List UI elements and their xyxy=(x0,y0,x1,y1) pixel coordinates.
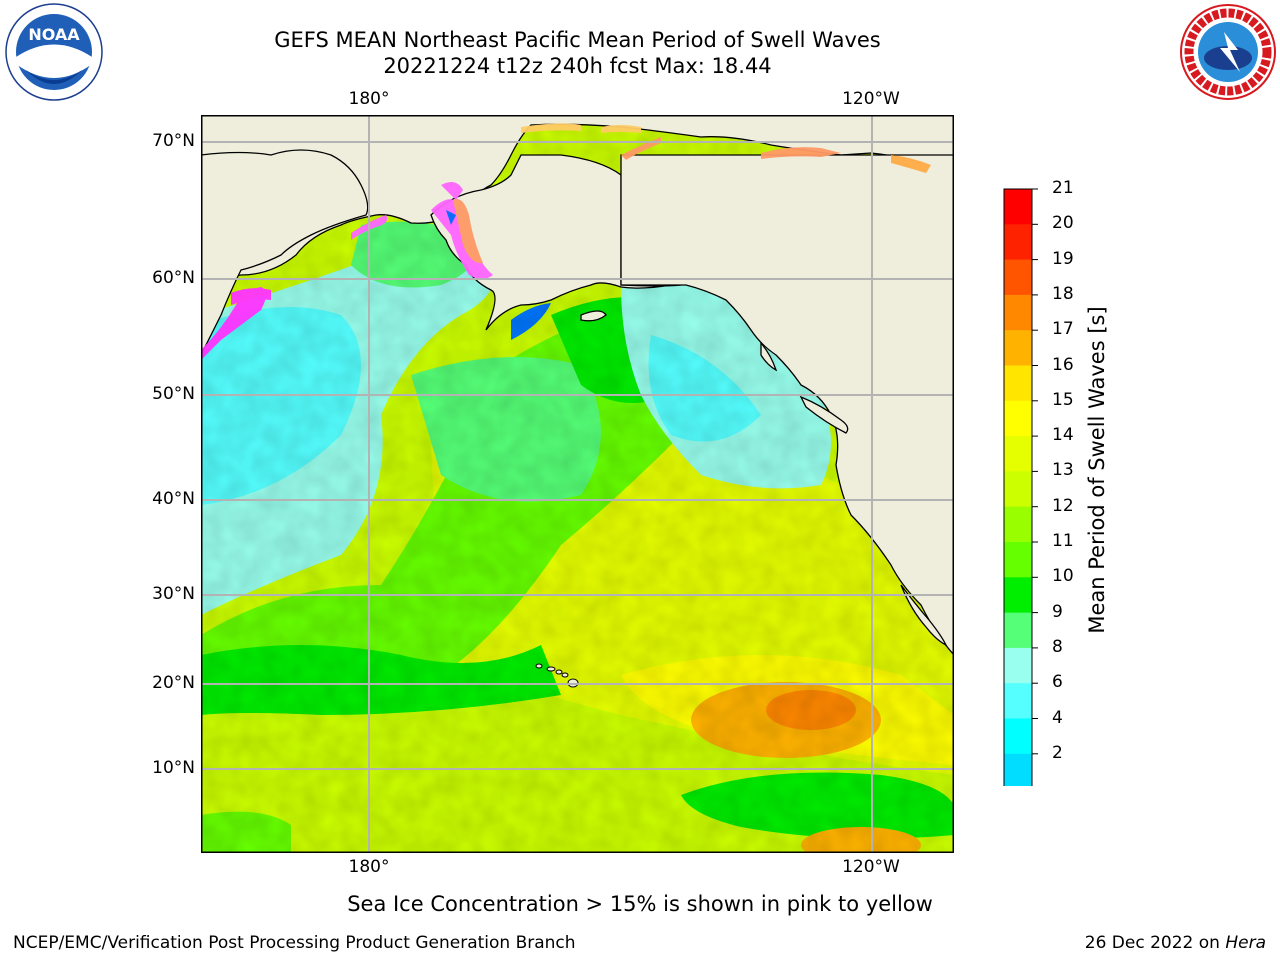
colorbar-tick-label: 19 xyxy=(1052,248,1074,269)
lon-label-top-120w: 120°W xyxy=(842,89,900,109)
colorbar-tick-label: 8 xyxy=(1052,636,1063,657)
colorbar-tick-label: 13 xyxy=(1052,460,1074,481)
lon-label-bottom-120w: 120°W xyxy=(842,857,900,877)
colorbar-tick-label: 20 xyxy=(1052,213,1074,234)
colorbar-segment xyxy=(1004,718,1032,755)
map-title: GEFS MEAN Northeast Pacific Mean Period … xyxy=(274,28,881,52)
colorbar-tick-label: 14 xyxy=(1052,425,1074,446)
swell-period-map xyxy=(201,115,954,853)
colorbar-segment xyxy=(1004,577,1032,614)
colorbar-segment xyxy=(1004,647,1032,684)
colorbar-tick-label: 9 xyxy=(1052,601,1063,622)
lat-label-40n: 40°N xyxy=(152,489,195,509)
colorbar-tick-label: 18 xyxy=(1052,283,1074,304)
colorbar-segment xyxy=(1004,506,1032,543)
colorbar-tick-label: 6 xyxy=(1052,672,1063,693)
colorbar-title: Mean Period of Swell Waves [s] xyxy=(1085,306,1109,634)
colorbar-tick-label: 11 xyxy=(1052,531,1074,551)
colorbar-segment xyxy=(1004,365,1032,402)
lat-label-50n: 50°N xyxy=(152,384,195,404)
colorbar-tick-label: 16 xyxy=(1052,354,1074,375)
land-siberia xyxy=(201,149,369,356)
colorbar-segment xyxy=(1004,542,1032,578)
map-subtitle: 20221224 t12z 240h fcst Max: 18.44 xyxy=(383,54,772,78)
lat-label-60n: 60°N xyxy=(152,268,195,288)
colorbar-tick-label: 12 xyxy=(1052,495,1074,516)
footer-date-text: 26 Dec 2022 on xyxy=(1084,933,1226,953)
colorbar-segment xyxy=(1004,683,1032,719)
colorbar-tick-label: 4 xyxy=(1052,707,1063,728)
colorbar-tick-label: 10 xyxy=(1052,566,1074,587)
colorbar-tick-label: 21 xyxy=(1052,178,1074,198)
colorbar-segment xyxy=(1004,400,1032,437)
colorbar-tick-label: 15 xyxy=(1052,389,1074,410)
colorbar-segment xyxy=(1004,471,1032,508)
colorbar-segment xyxy=(1004,189,1032,225)
colorbar-segment xyxy=(1004,436,1032,472)
colorbar-segment xyxy=(1004,753,1032,790)
map-panel xyxy=(201,115,954,853)
lat-label-10n: 10°N xyxy=(152,758,195,778)
lon-label-bottom-180: 180° xyxy=(348,857,390,877)
sea-ice xyxy=(201,123,931,360)
colorbar-segment xyxy=(1004,259,1032,296)
graticule xyxy=(201,115,954,853)
sea-ice-caption: Sea Ice Concentration > 15% is shown in … xyxy=(347,892,933,916)
colorbar-segment xyxy=(1004,294,1032,331)
lat-label-20n: 20°N xyxy=(152,673,195,693)
lon-label-top-180: 180° xyxy=(348,89,390,109)
colorbar-segment xyxy=(1004,330,1032,366)
nws-logo xyxy=(1178,2,1278,102)
colorbar-tick-label: 17 xyxy=(1052,319,1074,340)
lat-label-70n: 70°N xyxy=(152,131,195,151)
lat-label-30n: 30°N xyxy=(152,584,195,604)
footer-host: Hera xyxy=(1225,933,1266,953)
colorbar xyxy=(1000,186,1040,854)
footer-date: 26 Dec 2022 on Hera xyxy=(1085,933,1266,953)
noaa-logo-text: NOAA xyxy=(28,25,80,44)
colorbar-segment xyxy=(1004,612,1032,649)
colorbar-tick-label: 2 xyxy=(1052,742,1063,763)
footer-credit: NCEP/EMC/Verification Post Processing Pr… xyxy=(13,933,576,953)
noaa-logo: NOAA xyxy=(4,2,104,102)
colorbar-segment xyxy=(1004,224,1032,261)
